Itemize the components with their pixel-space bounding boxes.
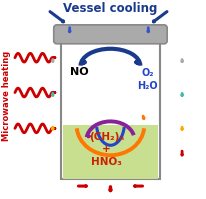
Bar [60,40,159,179]
FancyBboxPatch shape [54,25,166,44]
Bar [62,125,157,179]
Text: O₂
H₂O: O₂ H₂O [136,68,157,91]
Bar [60,39,159,41]
Text: NO: NO [70,67,89,77]
Text: Microwave heating: Microwave heating [2,50,11,141]
Text: Vessel cooling: Vessel cooling [63,2,157,16]
Text: (CH₂)ₙ
+
HNO₃: (CH₂)ₙ + HNO₃ [89,132,123,167]
